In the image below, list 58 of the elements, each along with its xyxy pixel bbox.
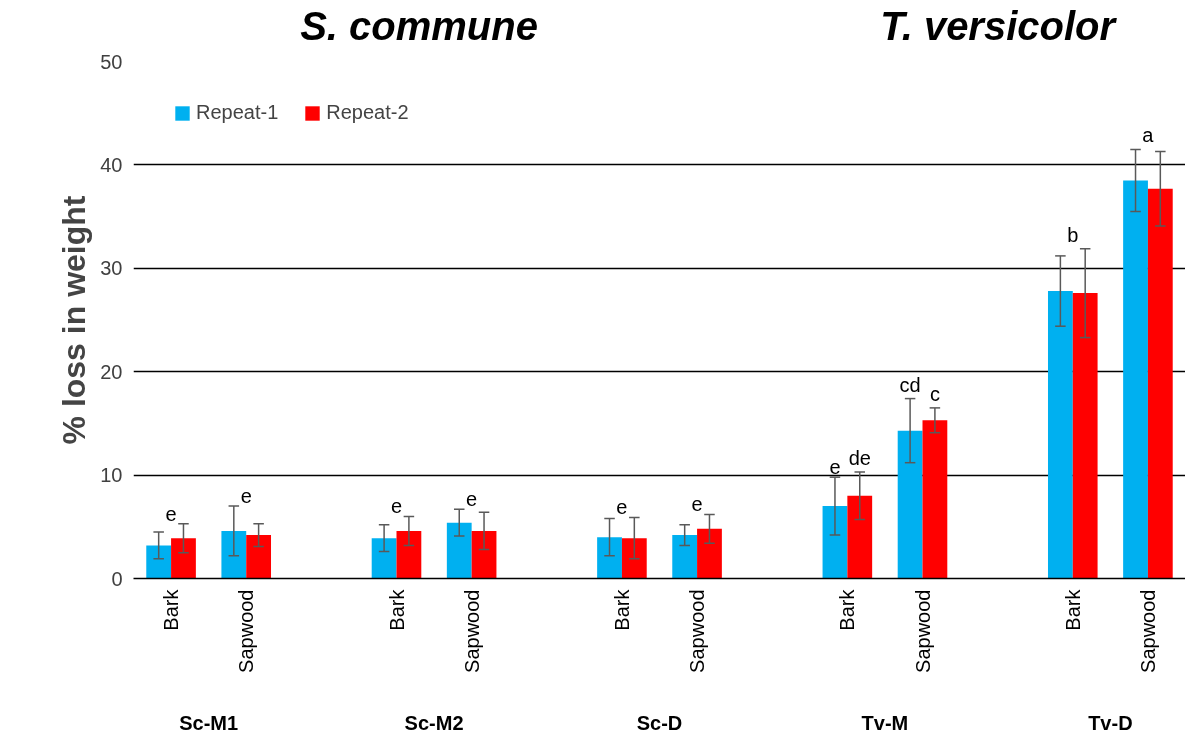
data-label: cd — [899, 373, 921, 396]
bar — [897, 430, 923, 579]
bar — [221, 530, 247, 579]
text: Sc-M2 — [404, 711, 464, 734]
y-tick-label: 50 — [100, 50, 123, 73]
bar — [697, 528, 722, 579]
x-tick-label: Sapwood — [460, 589, 483, 673]
y-tick-label: 40 — [100, 153, 123, 176]
bar — [597, 537, 622, 579]
data-label: e — [390, 495, 403, 518]
data-label: e — [165, 502, 177, 525]
data-label: e — [691, 493, 703, 516]
bar — [621, 538, 647, 579]
text: Tv-D — [1088, 711, 1133, 734]
legend-label: Repeat-1 — [196, 101, 279, 124]
bar — [371, 538, 397, 579]
y-tick-label: 30 — [100, 257, 123, 280]
x-tick-label: Bark — [385, 588, 408, 631]
x-tick-label: Bark — [610, 588, 633, 631]
bar — [672, 535, 698, 579]
x-tick-label: Sapwood — [1136, 589, 1159, 673]
bar — [922, 420, 948, 579]
text: Tv-M — [861, 711, 909, 734]
bar — [822, 506, 848, 579]
bar — [146, 545, 172, 579]
x-tick-label: Sapwood — [686, 589, 709, 673]
y-tick-label: 10 — [100, 464, 123, 487]
text: Sc-D — [636, 711, 683, 734]
data-label: e — [616, 496, 628, 519]
data-label: de — [848, 447, 871, 469]
x-tick-label: Bark — [1061, 588, 1084, 631]
y-tick-label: 20 — [100, 360, 123, 383]
bar — [847, 495, 873, 579]
bar — [1147, 188, 1173, 579]
data-label: c — [929, 382, 940, 405]
text: Sc-M1 — [179, 711, 239, 734]
bar — [171, 538, 196, 579]
text: S. commune — [300, 3, 538, 48]
bar — [396, 530, 422, 579]
x-tick-label: Bark — [836, 588, 859, 631]
y-axis-title: % loss in weight — [56, 195, 93, 445]
bar — [1123, 180, 1148, 579]
data-label: e — [466, 488, 478, 511]
bar — [1072, 293, 1098, 579]
bar — [446, 522, 472, 579]
data-label: e — [240, 485, 252, 508]
text: T. versicolor — [880, 3, 1118, 48]
data-label: b — [1067, 223, 1079, 246]
x-tick-label: Sapwood — [235, 589, 258, 673]
data-label: e — [829, 456, 841, 479]
y-tick-label: 0 — [111, 567, 123, 590]
x-tick-label: Sapwood — [911, 589, 934, 673]
legend-label: Repeat-2 — [326, 101, 409, 124]
data-label: a — [1142, 124, 1155, 147]
bar — [1047, 291, 1073, 579]
bar — [471, 530, 497, 579]
x-tick-label: Bark — [160, 588, 183, 631]
bar — [246, 535, 272, 579]
